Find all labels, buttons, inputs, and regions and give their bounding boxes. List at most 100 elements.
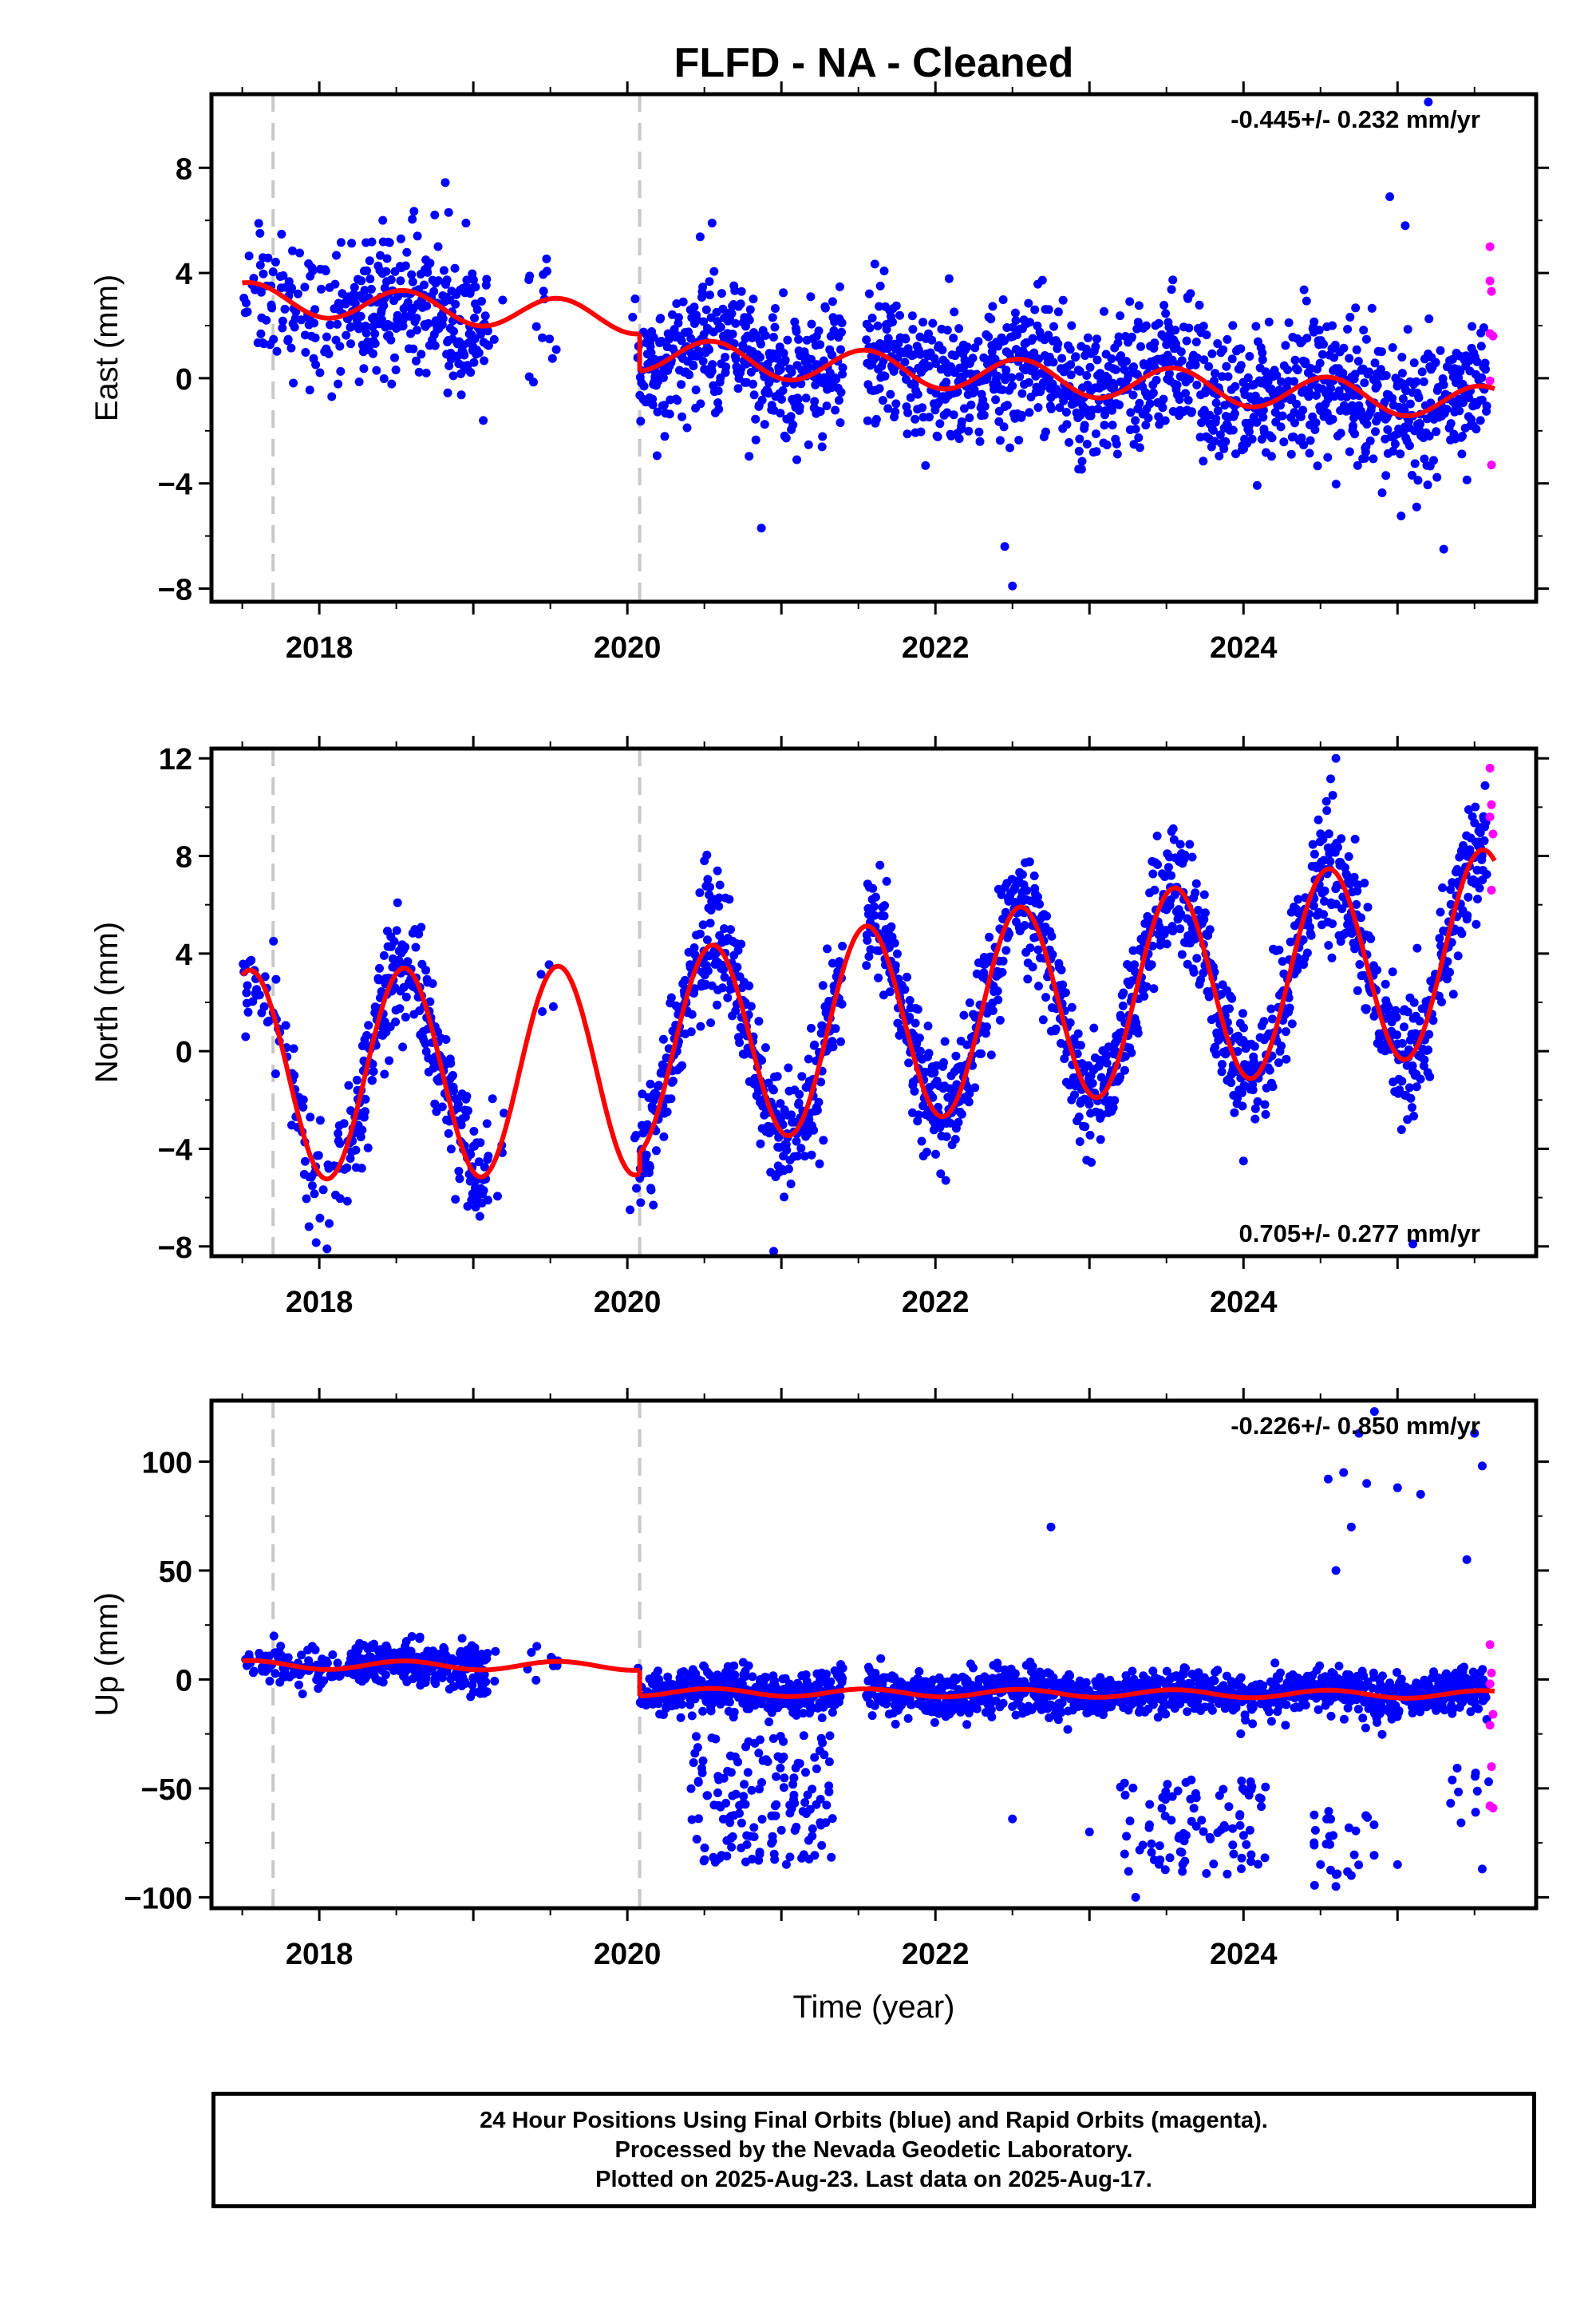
- rapid-point: [1485, 276, 1495, 286]
- data-point: [326, 320, 335, 330]
- data-point: [1135, 398, 1144, 408]
- outlier-point: [1439, 544, 1448, 554]
- data-point: [1412, 943, 1422, 953]
- data-point: [1309, 901, 1318, 911]
- data-point: [1058, 295, 1068, 305]
- data-point: [1066, 360, 1076, 370]
- data-point: [1380, 397, 1389, 407]
- data-point: [891, 961, 900, 970]
- data-point: [1061, 408, 1071, 417]
- data-point: [453, 1100, 463, 1109]
- data-point: [352, 1075, 361, 1085]
- data-point: [1349, 421, 1357, 431]
- plot-frame-north: [209, 746, 1539, 1259]
- rapid-point: [1485, 812, 1495, 822]
- data-point: [828, 350, 837, 360]
- data-point: [832, 374, 841, 384]
- data-point: [939, 1057, 948, 1067]
- data-point: [922, 1148, 931, 1157]
- data-point: [1211, 1049, 1221, 1059]
- data-point: [408, 277, 417, 287]
- data-point: [346, 1154, 355, 1163]
- data-point: [1204, 362, 1214, 371]
- data-point: [751, 414, 760, 424]
- data-point: [443, 388, 452, 397]
- data-point: [796, 1144, 806, 1153]
- data-point: [864, 289, 874, 298]
- data-point: [1211, 414, 1221, 424]
- data-point: [300, 1156, 310, 1166]
- data-point: [336, 366, 346, 376]
- data-point: [1322, 806, 1332, 816]
- data-point: [401, 261, 410, 271]
- data-point: [1479, 323, 1488, 333]
- data-point: [1258, 348, 1267, 358]
- data-point: [1385, 1010, 1394, 1020]
- data-point: [1326, 774, 1335, 784]
- data-point: [1428, 1016, 1438, 1026]
- data-point: [1047, 931, 1057, 941]
- data-point: [1065, 437, 1074, 447]
- data-point: [1398, 394, 1408, 404]
- data-point: [1247, 434, 1257, 444]
- data-point: [1393, 1030, 1401, 1040]
- data-point: [265, 1677, 275, 1686]
- data-point: [357, 1164, 366, 1173]
- data-point: [1196, 975, 1206, 985]
- data-point: [333, 319, 342, 329]
- data-point: [1211, 369, 1220, 378]
- data-point: [903, 408, 913, 417]
- data-point: [358, 1125, 367, 1135]
- data-point: [891, 301, 901, 310]
- data-point: [1320, 886, 1329, 895]
- data-point: [409, 207, 419, 216]
- data-point: [342, 330, 351, 340]
- data-point: [1210, 376, 1219, 385]
- data-point: [425, 997, 435, 1006]
- data-point: [988, 1006, 998, 1015]
- data-point: [757, 395, 767, 405]
- data-point: [1416, 419, 1425, 429]
- data-point: [1223, 372, 1233, 381]
- data-point: [757, 1056, 767, 1065]
- data-point: [500, 1109, 508, 1118]
- data-point: [819, 1136, 828, 1145]
- ylabel-east: East (mm): [89, 275, 124, 421]
- data-point: [768, 333, 778, 342]
- data-point: [1405, 399, 1415, 409]
- data-point: [1236, 344, 1246, 354]
- data-point: [1115, 400, 1124, 409]
- data-point: [672, 299, 681, 308]
- data-point: [1409, 358, 1419, 368]
- data-point: [1400, 406, 1409, 416]
- rapid-point: [1487, 460, 1496, 470]
- data-point: [687, 1711, 697, 1721]
- data-point: [900, 358, 910, 367]
- data-point: [1110, 1096, 1120, 1105]
- data-point: [817, 1713, 827, 1722]
- data-point: [749, 294, 758, 304]
- data-point: [256, 329, 266, 338]
- data-point: [1132, 324, 1142, 334]
- ytick-label-north: 0: [176, 1036, 192, 1069]
- data-point: [917, 1136, 926, 1146]
- data-point: [1089, 1023, 1099, 1033]
- data-point: [653, 407, 662, 417]
- data-point: [907, 311, 917, 321]
- data-point: [1213, 406, 1223, 416]
- data-point: [1268, 1014, 1277, 1024]
- data-point: [1100, 306, 1108, 316]
- data-point: [538, 1007, 547, 1016]
- data-point: [795, 1089, 804, 1099]
- data-point: [1042, 911, 1052, 921]
- data-point: [911, 1018, 920, 1028]
- data-point: [306, 1113, 315, 1122]
- data-point: [361, 328, 371, 338]
- outlier-point: [1424, 97, 1433, 107]
- data-point: [1473, 895, 1482, 903]
- data-point: [714, 405, 724, 414]
- data-point: [1324, 941, 1333, 950]
- data-point: [768, 1085, 778, 1095]
- data-point: [1076, 1041, 1085, 1050]
- data-point: [1102, 441, 1112, 449]
